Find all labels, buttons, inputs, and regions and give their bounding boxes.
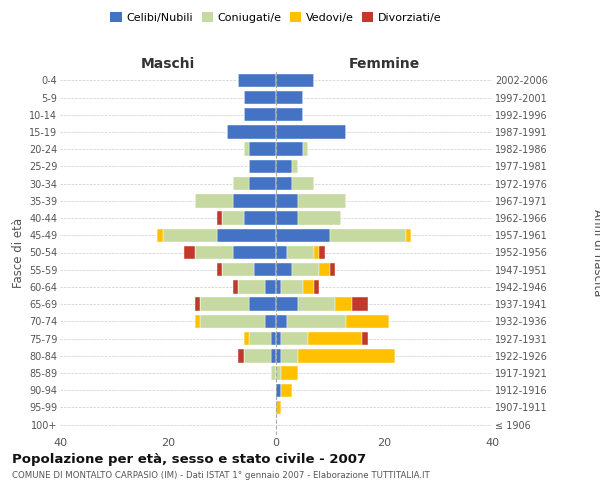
Bar xyxy=(298,298,335,311)
Bar xyxy=(276,108,303,122)
Bar xyxy=(249,177,276,190)
Bar xyxy=(276,212,298,225)
Bar xyxy=(271,366,276,380)
Bar xyxy=(276,280,281,293)
Bar xyxy=(319,263,330,276)
Bar xyxy=(281,384,292,397)
Bar xyxy=(346,314,389,328)
Bar xyxy=(200,298,249,311)
Bar xyxy=(352,298,368,311)
Bar xyxy=(276,332,281,345)
Bar xyxy=(330,228,406,242)
Bar xyxy=(319,246,325,259)
Bar xyxy=(276,298,298,311)
Bar xyxy=(276,142,303,156)
Bar xyxy=(244,108,276,122)
Bar xyxy=(249,142,276,156)
Bar xyxy=(195,298,200,311)
Bar xyxy=(308,332,362,345)
Bar xyxy=(276,349,281,362)
Text: COMUNE DI MONTALTO CARPASIO (IM) - Dati ISTAT 1° gennaio 2007 - Elaborazione TUT: COMUNE DI MONTALTO CARPASIO (IM) - Dati … xyxy=(12,471,430,480)
Bar xyxy=(222,212,244,225)
Bar xyxy=(303,142,308,156)
Bar xyxy=(314,246,319,259)
Bar xyxy=(276,366,281,380)
Bar xyxy=(330,263,335,276)
Text: Maschi: Maschi xyxy=(141,57,195,71)
Bar xyxy=(276,228,330,242)
Bar xyxy=(265,314,276,328)
Bar xyxy=(276,74,314,87)
Bar xyxy=(281,280,303,293)
Bar xyxy=(238,349,244,362)
Bar xyxy=(249,332,271,345)
Bar xyxy=(184,246,195,259)
Bar xyxy=(233,177,249,190)
Bar xyxy=(227,126,276,138)
Bar xyxy=(314,280,319,293)
Bar xyxy=(276,160,292,173)
Bar xyxy=(217,228,276,242)
Bar xyxy=(292,263,319,276)
Bar xyxy=(244,142,249,156)
Bar xyxy=(362,332,368,345)
Bar xyxy=(335,298,352,311)
Bar xyxy=(244,349,271,362)
Bar xyxy=(276,177,292,190)
Bar xyxy=(276,263,292,276)
Y-axis label: Fasce di età: Fasce di età xyxy=(11,218,25,288)
Bar xyxy=(281,366,298,380)
Text: Femmine: Femmine xyxy=(349,57,419,71)
Bar xyxy=(244,91,276,104)
Bar xyxy=(298,349,395,362)
Bar xyxy=(292,177,314,190)
Legend: Celibi/Nubili, Coniugati/e, Vedovi/e, Divorziati/e: Celibi/Nubili, Coniugati/e, Vedovi/e, Di… xyxy=(106,8,446,28)
Bar xyxy=(217,212,222,225)
Bar xyxy=(276,384,281,397)
Bar xyxy=(217,263,222,276)
Bar xyxy=(249,298,276,311)
Bar xyxy=(244,212,276,225)
Bar xyxy=(195,246,233,259)
Bar xyxy=(271,332,276,345)
Bar xyxy=(406,228,411,242)
Bar xyxy=(233,194,276,207)
Bar xyxy=(276,126,346,138)
Bar xyxy=(271,349,276,362)
Bar xyxy=(163,228,217,242)
Bar xyxy=(249,160,276,173)
Bar xyxy=(195,194,233,207)
Bar xyxy=(281,349,298,362)
Bar xyxy=(281,332,308,345)
Text: Anni di nascita: Anni di nascita xyxy=(590,209,600,296)
Bar xyxy=(303,280,314,293)
Bar xyxy=(233,246,276,259)
Bar xyxy=(276,91,303,104)
Bar xyxy=(276,314,287,328)
Bar xyxy=(238,280,265,293)
Bar xyxy=(195,314,200,328)
Bar xyxy=(287,246,314,259)
Bar xyxy=(276,246,287,259)
Bar xyxy=(222,263,254,276)
Bar xyxy=(292,160,298,173)
Text: Popolazione per età, sesso e stato civile - 2007: Popolazione per età, sesso e stato civil… xyxy=(12,452,366,466)
Bar xyxy=(298,194,346,207)
Bar xyxy=(254,263,276,276)
Bar xyxy=(287,314,346,328)
Bar xyxy=(298,212,341,225)
Bar xyxy=(244,332,249,345)
Bar xyxy=(265,280,276,293)
Bar xyxy=(276,194,298,207)
Bar xyxy=(238,74,276,87)
Bar xyxy=(276,400,281,414)
Bar xyxy=(157,228,163,242)
Bar xyxy=(200,314,265,328)
Bar xyxy=(233,280,238,293)
